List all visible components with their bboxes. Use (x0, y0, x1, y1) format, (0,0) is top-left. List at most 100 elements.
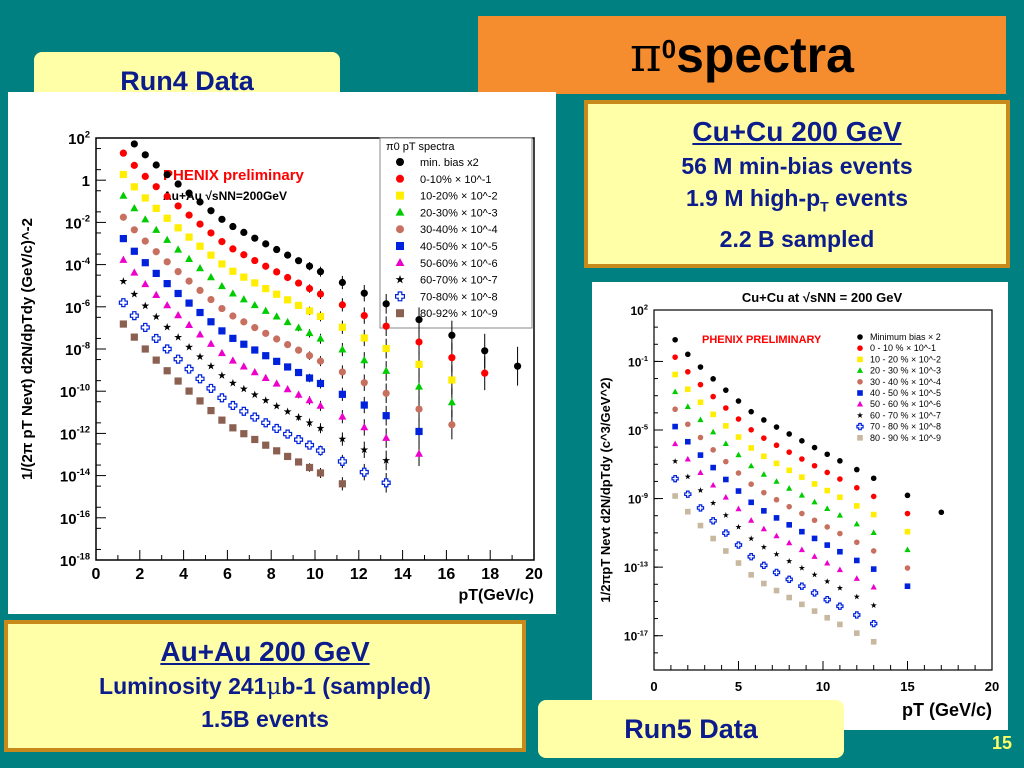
legend-marker (856, 367, 864, 373)
cucu-heading: Cu+Cu 200 GeV (692, 116, 902, 147)
y-tick-label: 10-12 (60, 425, 90, 444)
data-point (748, 445, 754, 451)
legend-entry: 50-60% × 10^-6 (420, 258, 498, 270)
legend-entry: 60 - 70 % × 10^-7 (870, 410, 941, 420)
data-point (240, 228, 248, 236)
data-point (761, 508, 767, 514)
y-tick-label: 10-17 (624, 628, 648, 643)
data-point (305, 284, 314, 293)
legend-marker (856, 412, 864, 419)
page-number: 15 (991, 733, 1012, 753)
data-point (305, 396, 314, 404)
data-point (284, 273, 292, 282)
series-6 (672, 440, 877, 590)
data-point (338, 434, 347, 443)
data-point (294, 413, 303, 421)
data-point (196, 263, 204, 272)
series-1 (672, 354, 911, 517)
legend-marker (396, 242, 404, 250)
data-point (760, 561, 768, 570)
data-point (837, 548, 843, 555)
data-point (141, 172, 149, 180)
data-point (747, 553, 755, 561)
legend-entry: Minimum bias × 2 (870, 332, 941, 342)
series-5 (119, 234, 423, 444)
data-point (228, 378, 237, 387)
data-point (207, 406, 215, 415)
data-point (799, 528, 805, 535)
data-point (870, 511, 877, 518)
data-point (837, 530, 843, 537)
legend-entry: 10 - 20 % × 10^-2 (870, 354, 941, 364)
cucu-info-box: Cu+Cu 200 GeV 56 M min-bias events 1.9 M… (584, 100, 1010, 268)
data-point (799, 474, 805, 480)
x-tick-label: 12 (350, 566, 368, 583)
legend-marker (396, 174, 404, 183)
data-point (748, 535, 755, 542)
data-point (240, 430, 248, 438)
data-point (748, 481, 754, 487)
data-point (283, 385, 292, 393)
data-point (163, 323, 172, 331)
data-point (448, 376, 456, 384)
data-point (382, 412, 390, 420)
data-point (837, 476, 843, 482)
data-point (761, 417, 767, 423)
y-axis-label: 1/(2π pT Nevt) d2N/dpTdy (GeV/c)^-2 (19, 218, 36, 480)
data-point (173, 354, 183, 364)
y-tick-label: 10-1 (628, 354, 648, 369)
data-point (273, 245, 281, 254)
data-point (229, 222, 237, 231)
data-point (798, 546, 805, 553)
data-point (723, 458, 729, 465)
data-point (836, 584, 843, 591)
data-point (785, 575, 793, 584)
auau-line2: 1.5B events (201, 706, 329, 732)
auau-info-box: Au+Au 200 GeV Luminosity 241μb-1 (sample… (4, 620, 526, 752)
x-tick-label: 10 (306, 566, 324, 583)
data-point (810, 589, 819, 597)
data-point (284, 296, 292, 304)
data-point (685, 421, 691, 428)
data-point (338, 412, 347, 420)
series-8 (118, 298, 391, 493)
series-3 (119, 191, 456, 417)
data-point (904, 528, 911, 535)
data-point (735, 505, 742, 512)
data-point (710, 411, 716, 418)
data-point (152, 248, 160, 256)
x-tick-label: 10 (816, 679, 830, 694)
data-point (163, 171, 171, 179)
data-point (938, 509, 945, 516)
data-point (141, 301, 150, 310)
data-point (196, 220, 204, 228)
legend-entry: 70 - 80 % × 10^-8 (870, 422, 941, 432)
data-point (870, 619, 878, 628)
data-point (174, 245, 183, 253)
data-point (174, 333, 183, 341)
data-point (185, 299, 193, 307)
data-point (141, 259, 149, 267)
data-point (760, 525, 767, 532)
auau-plot-panel: 0 2 4 6 8 10 12 14 16 18 20 102 1 10-2 10-4 10-6 10-8 10-… (8, 92, 556, 614)
data-point (338, 323, 346, 331)
data-point (217, 281, 226, 290)
data-point (735, 488, 742, 494)
cucu-spectra-chart: 0 5 10 15 20 102 10-1 10-5 10-9 10-13 10-17 pT (GeV… (598, 290, 999, 720)
data-point (338, 480, 346, 488)
data-point (854, 503, 860, 509)
data-point (130, 290, 139, 298)
data-point (672, 388, 679, 395)
data-point (870, 548, 877, 554)
data-point (273, 447, 281, 455)
data-point (185, 387, 193, 395)
data-point (870, 475, 877, 482)
data-point (151, 333, 161, 343)
data-point (697, 522, 704, 529)
data-point (229, 245, 237, 253)
data-point (174, 377, 182, 385)
data-point (811, 498, 818, 505)
data-point (261, 373, 270, 381)
data-point (415, 338, 423, 346)
data-point (119, 234, 127, 243)
